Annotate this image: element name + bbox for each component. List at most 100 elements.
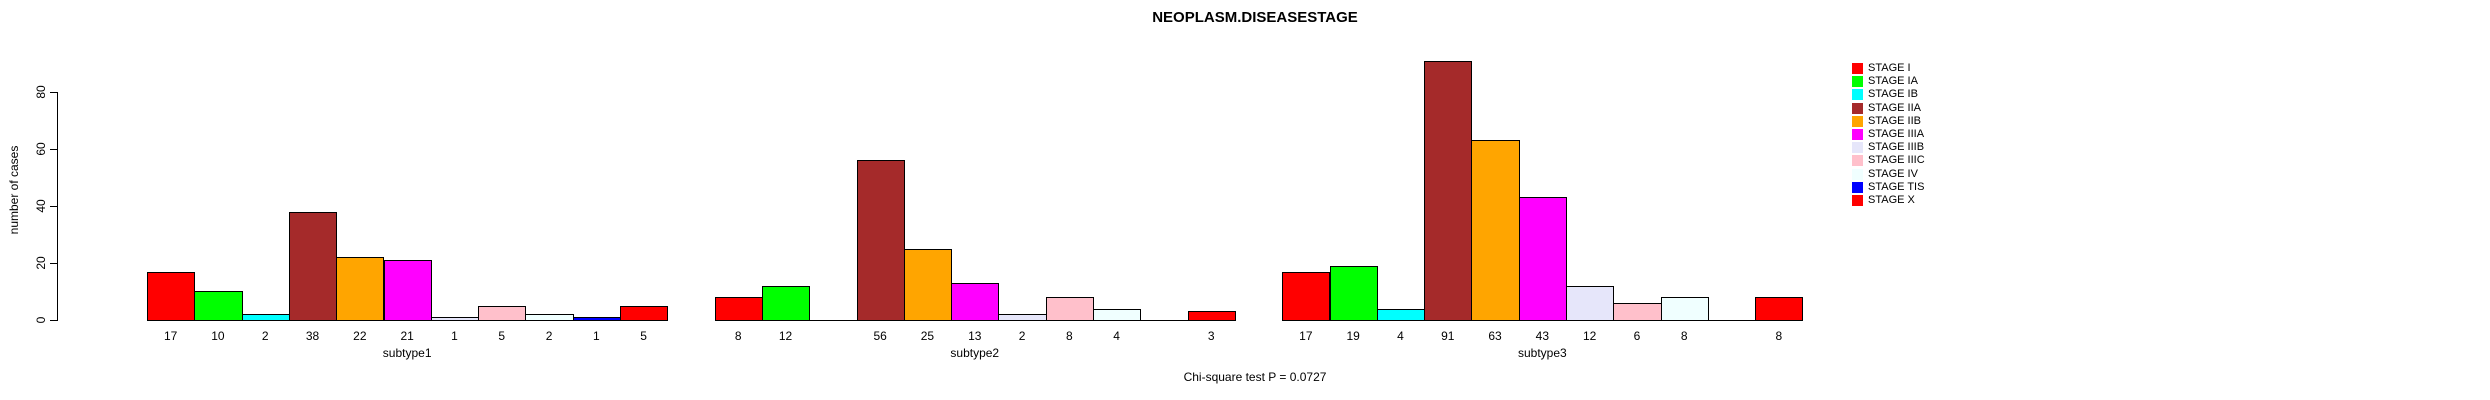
legend-label: STAGE IA	[1868, 75, 1918, 88]
legend-label: STAGE IIIB	[1868, 141, 1925, 154]
y-axis-tick-label: 60	[34, 142, 48, 156]
y-axis-label: number of cases	[7, 145, 21, 235]
legend-label: STAGE IIIA	[1868, 128, 1925, 140]
legend-label: STAGE IB	[1868, 88, 1918, 101]
bar	[525, 314, 574, 321]
legend-label: STAGE IIIC	[1868, 154, 1925, 167]
bar-value-label: 1	[451, 329, 458, 343]
bar	[1329, 266, 1378, 321]
legend-swatch	[1852, 181, 1863, 193]
legend-swatch	[1852, 195, 1863, 206]
bar	[1566, 286, 1615, 321]
y-axis-tick-label: 40	[34, 199, 48, 213]
bar	[856, 160, 905, 321]
legend-swatch	[1852, 129, 1863, 140]
y-axis-tick-label: 0	[34, 316, 48, 324]
bar	[714, 297, 763, 321]
bar-value-label: 12	[778, 329, 793, 343]
bar	[241, 314, 290, 321]
bar-value-label: 17	[163, 329, 178, 343]
legend-item: STAGE IIIC	[1852, 154, 2002, 167]
bar-value-label: 8	[1680, 329, 1688, 343]
legend-item: STAGE IB	[1852, 88, 2002, 101]
legend-label: STAGE IIA	[1868, 101, 1921, 114]
legend-item: STAGE IIIB	[1852, 141, 2002, 154]
legend-item: STAGE X	[1852, 194, 2002, 207]
legend-label: STAGE I	[1868, 62, 1911, 74]
bar-value-label: 8	[734, 329, 742, 343]
bar	[1471, 140, 1520, 321]
legend-swatch	[1852, 142, 1863, 154]
bar-value-label: 8	[1775, 329, 1783, 343]
bar	[998, 314, 1047, 321]
y-axis-tick	[50, 320, 57, 321]
legend-swatch	[1852, 168, 1863, 180]
legend-item: STAGE IV	[1852, 168, 2002, 181]
bar	[951, 283, 1000, 321]
bar-value-label: 1	[593, 329, 600, 343]
bar	[1755, 297, 1804, 321]
bar-value-label: 43	[1535, 329, 1550, 343]
bar-value-label: 5	[640, 329, 647, 343]
bar	[1376, 309, 1426, 321]
legend-item: STAGE IIA	[1852, 102, 2002, 115]
bar	[1613, 303, 1662, 321]
x-axis-group-label: subtype1	[382, 346, 432, 360]
legend-label: STAGE IV	[1868, 167, 1918, 180]
legend-item: STAGE IIB	[1852, 115, 2002, 128]
chart-title: NEOPLASM.DISEASESTAGE	[1152, 9, 1358, 26]
bar-value-label: 13	[968, 329, 982, 343]
bar	[1518, 197, 1567, 321]
bar-value-label: 91	[1441, 329, 1455, 343]
bar	[1093, 309, 1142, 321]
legend-swatch	[1852, 63, 1863, 74]
bar	[1424, 61, 1473, 321]
bar-value-label: 10	[211, 329, 225, 343]
legend-swatch	[1852, 102, 1863, 114]
bar-value-label: 25	[920, 329, 935, 343]
bar	[430, 317, 480, 321]
bar-value-label: 2	[261, 329, 269, 343]
legend-label: STAGE IIB	[1868, 114, 1921, 127]
bar-value-label: 19	[1346, 329, 1360, 343]
bar-value-label: 2	[545, 329, 553, 343]
bar-value-label: 2	[1018, 329, 1026, 343]
bar	[194, 291, 243, 321]
bar	[620, 306, 669, 321]
bar	[336, 257, 385, 321]
y-axis-tick	[50, 263, 57, 264]
legend-swatch	[1852, 76, 1863, 88]
legend-label: STAGE TIS	[1868, 180, 1925, 193]
legend-item: STAGE IA	[1852, 75, 2002, 88]
y-axis-tick-label: 80	[34, 85, 48, 99]
y-axis-tick	[50, 92, 57, 93]
bar	[1282, 272, 1331, 321]
bar-value-label: 21	[400, 329, 414, 343]
bar	[383, 260, 432, 321]
y-axis-line	[57, 92, 58, 321]
legend-swatch	[1852, 115, 1863, 127]
bar	[288, 212, 338, 321]
y-axis-tick	[50, 149, 57, 150]
bar-value-label: 38	[305, 329, 320, 343]
bar-value-label: 8	[1066, 329, 1073, 343]
bar	[903, 249, 953, 321]
x-axis-group-label: subtype2	[950, 346, 1000, 360]
bar	[147, 272, 196, 321]
bar-value-label: 4	[1113, 329, 1120, 343]
bar	[761, 286, 811, 321]
bar	[572, 317, 621, 321]
bar-value-label: 17	[1299, 329, 1313, 343]
bar-value-label: 63	[1488, 329, 1502, 343]
y-axis-tick-label: 20	[34, 256, 48, 270]
legend-item: STAGE I	[1852, 62, 2002, 75]
legend-item: STAGE IIIA	[1852, 128, 2002, 141]
legend-item: STAGE TIS	[1852, 181, 2002, 194]
y-axis-tick	[50, 206, 57, 207]
bar-value-label: 56	[873, 329, 887, 343]
bar-value-label: 5	[498, 329, 506, 343]
x-axis-group-label: subtype3	[1517, 346, 1567, 360]
chi-square-note: Chi-square test P = 0.0727	[1183, 370, 1327, 384]
bar	[1187, 311, 1236, 321]
